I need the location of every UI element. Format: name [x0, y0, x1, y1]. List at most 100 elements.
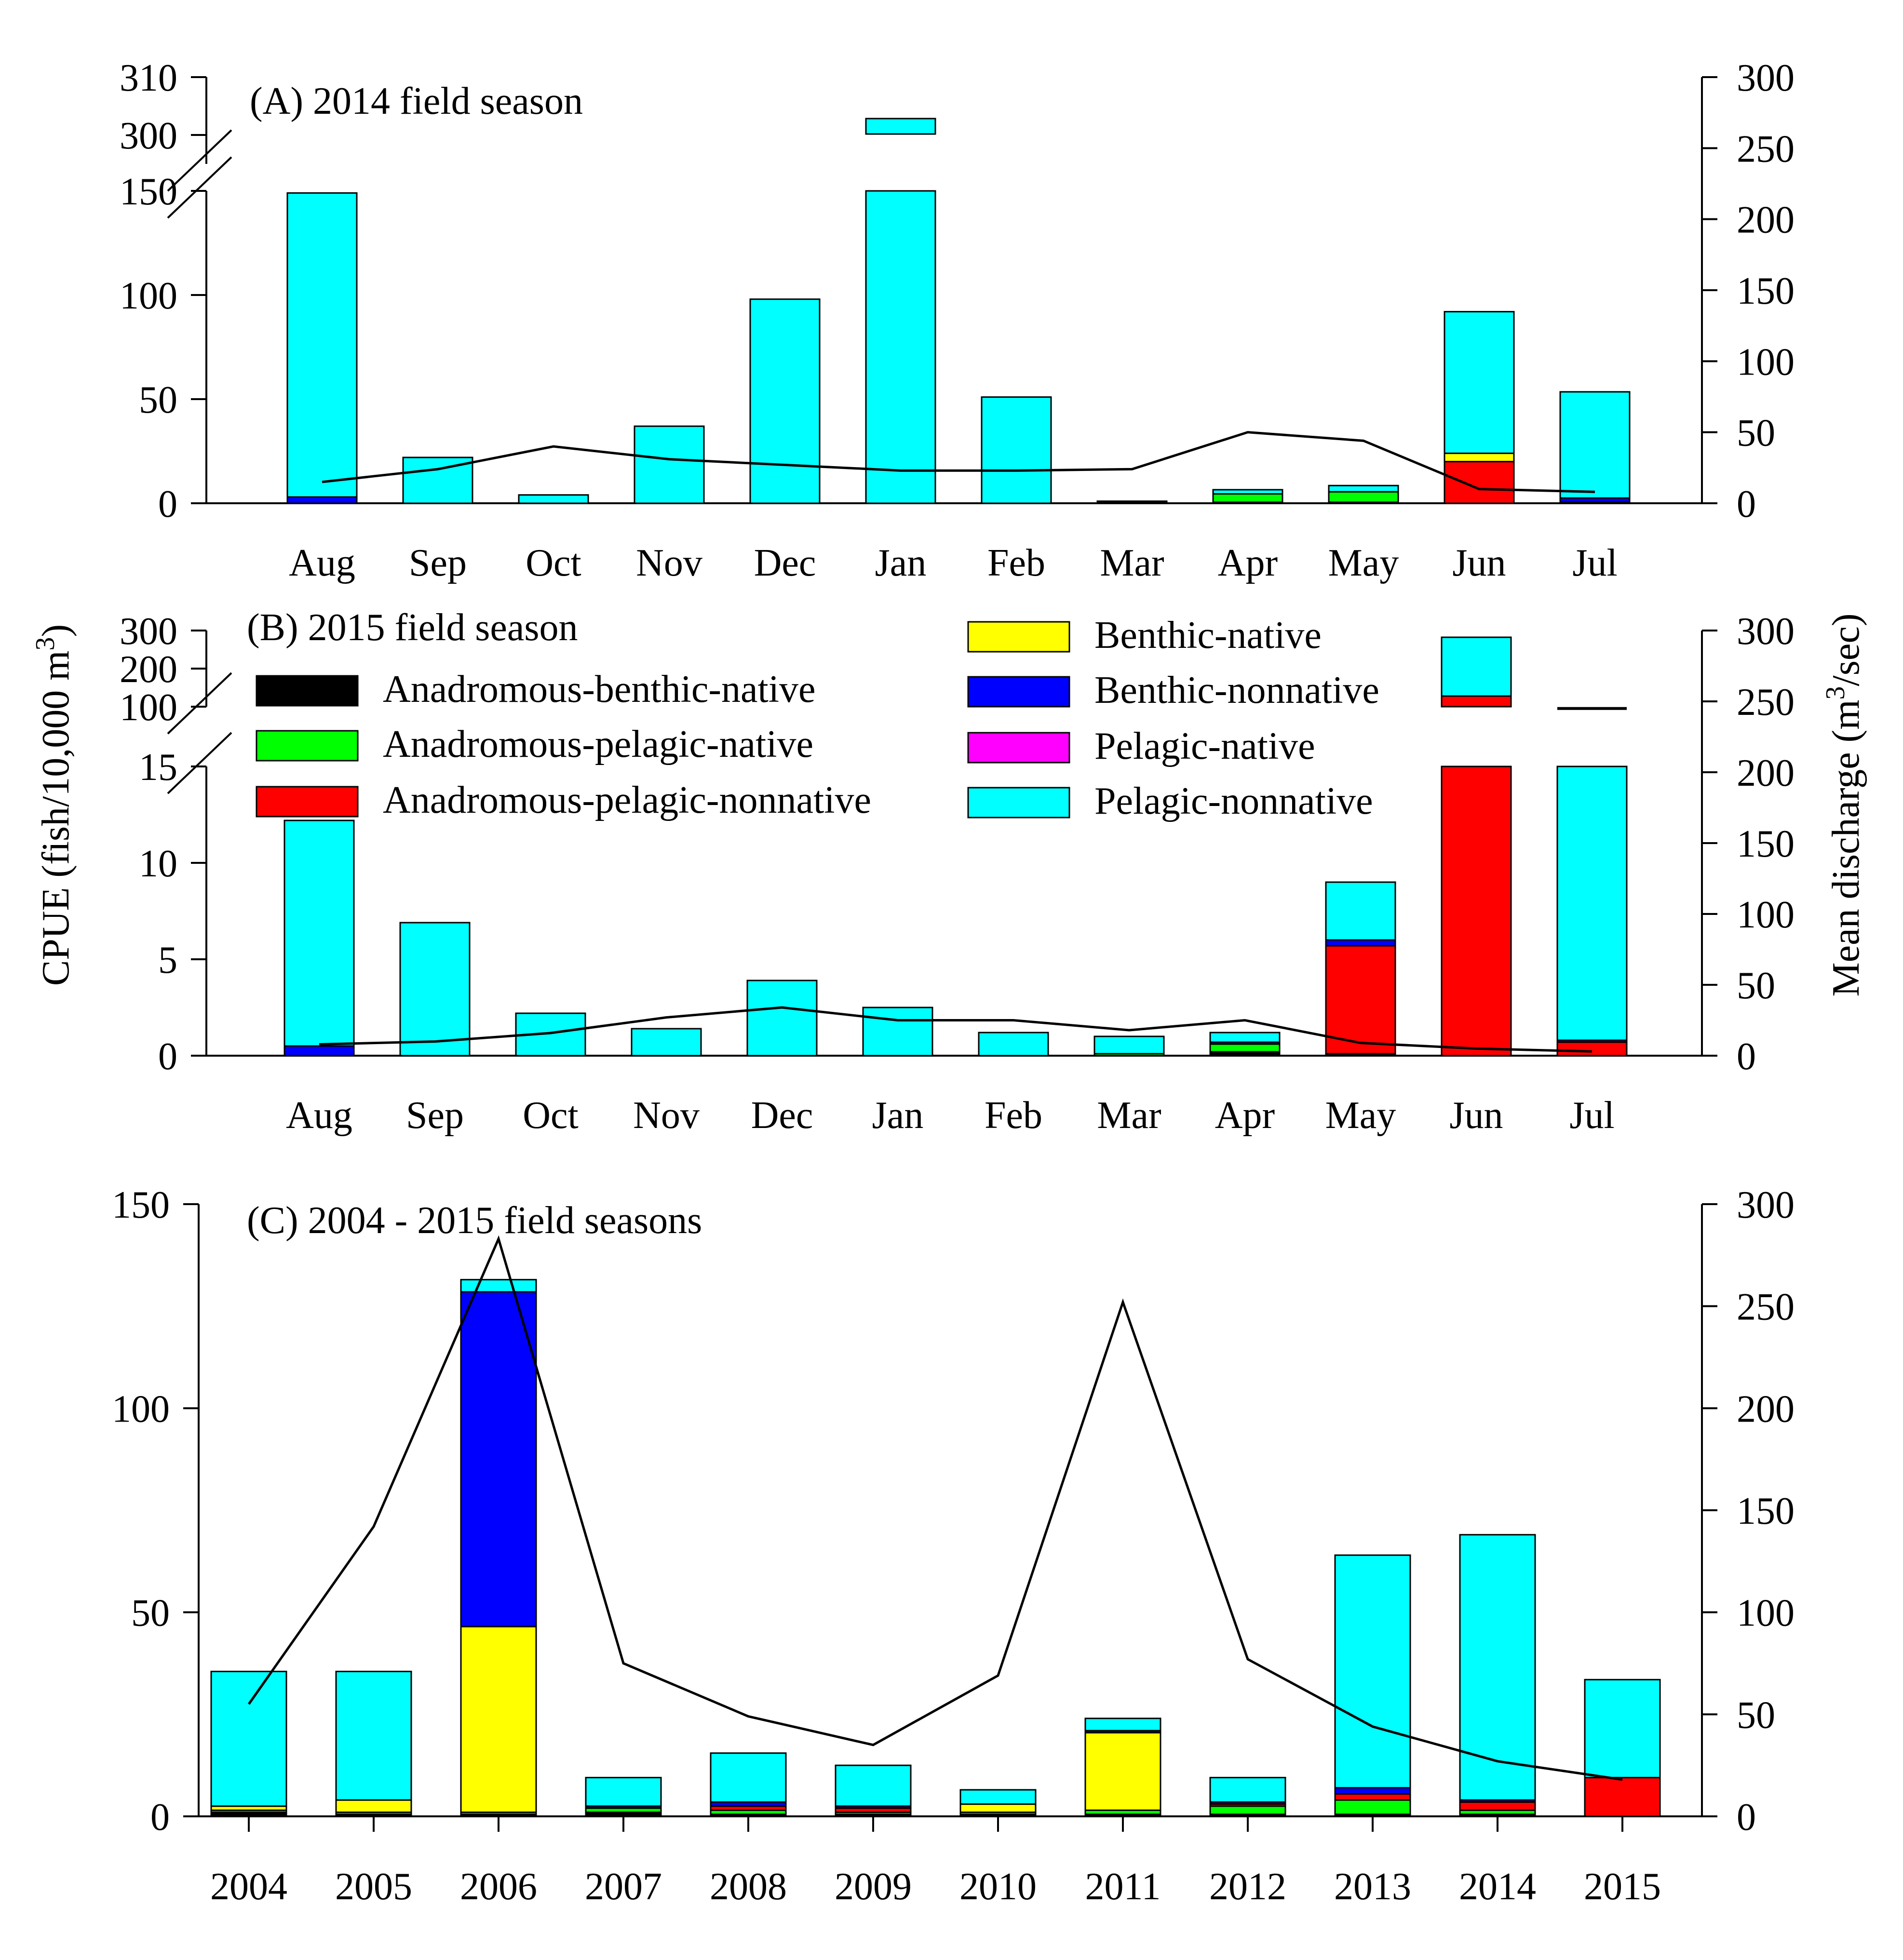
y2-tick-label: 300: [1737, 57, 1795, 99]
bar-segment: [1444, 461, 1515, 504]
bar-segment: [981, 396, 1052, 504]
left-axis-title: CPUE (fish/10,000 m3): [30, 624, 77, 986]
panel-c: (C) 2004 - 2015 field seasons 0 50 100 150 0…: [112, 1184, 1795, 1908]
y2-tick-label: 250: [1737, 128, 1795, 170]
left-axis-title-text: CPUE (fish/10,000 m: [35, 651, 77, 986]
bar-segment: [862, 1007, 933, 1057]
bar-segment: [1444, 311, 1515, 454]
x-tick-label: Oct: [526, 542, 581, 584]
bar-segment: [710, 1752, 787, 1803]
bar-segment: [1325, 881, 1396, 941]
x-tick-label: Aug: [289, 542, 355, 584]
bar-segment: [1209, 1777, 1286, 1803]
bar-segment: [210, 1670, 287, 1807]
bar-segment-overflow: [1441, 695, 1512, 708]
bar-segment: [959, 1789, 1037, 1805]
x-tick-label: Jun: [1449, 1094, 1503, 1137]
bar-segment: [1584, 1678, 1661, 1779]
bar-segment: [1209, 1032, 1281, 1043]
legend-label: Anadromous-benthic-native: [383, 668, 816, 711]
x-tick-label: May: [1328, 542, 1399, 584]
right-axis-title-sup: 3: [1821, 686, 1850, 699]
x-tick-label: Sep: [409, 542, 467, 584]
x-tick-label: Dec: [754, 542, 816, 584]
y2-tick-label: 50: [1737, 412, 1775, 455]
y2-tick-label: 200: [1737, 1388, 1795, 1430]
x-tick-label: Sep: [406, 1094, 464, 1137]
panel-a: (A) 2014 field season 0 50 100 150 300 310 0 50…: [120, 57, 1795, 584]
bar-segment: [399, 922, 471, 1057]
bar-segment: [1325, 945, 1396, 1055]
bar-segment: [1459, 1534, 1536, 1801]
x-tick-label: 2011: [1085, 1866, 1161, 1908]
bar-segment: [286, 192, 358, 498]
bar-segment: [518, 494, 589, 504]
bar-segment: [1084, 1718, 1161, 1732]
y-tick-label: 310: [120, 57, 177, 99]
x-tick-label: 2004: [210, 1866, 287, 1908]
bar-segment: [865, 190, 936, 504]
y2-tick-label: 0: [1737, 1796, 1756, 1839]
y-tick-label: 300: [120, 610, 177, 653]
x-tick-label: Jul: [1572, 542, 1617, 584]
x-tick-label: Nov: [636, 542, 702, 584]
legend: Anadromous-benthic-native Anadromous-pela…: [256, 614, 1379, 822]
legend-label: Pelagic-nonnative: [1094, 780, 1373, 822]
bar-segment-overflow: [1441, 636, 1512, 697]
bar-segment: [1334, 1799, 1411, 1815]
y2-tick-label: 150: [1737, 823, 1795, 865]
legend-swatch: [967, 787, 1070, 819]
bar-segment: [1212, 493, 1283, 503]
x-tick-label: 2015: [1584, 1866, 1661, 1908]
legend-swatch: [256, 675, 359, 707]
bar-segment: [835, 1764, 912, 1807]
y2-tick-label: 150: [1737, 1490, 1795, 1532]
bar-segment: [1556, 1041, 1628, 1057]
y-tick-label: 15: [139, 746, 177, 789]
bar-segment: [460, 1279, 537, 1293]
bar-segment: [1334, 1793, 1411, 1801]
y-tick-label: 100: [112, 1388, 170, 1430]
bar-segment: [283, 1045, 355, 1057]
axis-break-mark: [167, 156, 232, 219]
x-tick-label: Jan: [872, 1094, 924, 1137]
y-tick-label: 100: [120, 686, 177, 729]
bar-segment: [1556, 765, 1628, 1041]
x-tick-label: May: [1325, 1094, 1396, 1137]
legend-swatch: [967, 676, 1070, 708]
right-axis-title-end: /sec): [1825, 613, 1867, 686]
legend-label: Anadromous-pelagic-nonnative: [383, 779, 871, 821]
y-tick-label: 0: [158, 483, 177, 525]
bar-segment: [1096, 500, 1168, 503]
bar-segment: [1209, 1805, 1286, 1815]
right-axis-title-text: Mean discharge (m: [1825, 699, 1867, 996]
legend-label: Anadromous-pelagic-native: [383, 723, 813, 765]
bar-segment: [335, 1799, 412, 1813]
x-tick-label: 2006: [460, 1866, 537, 1908]
legend-label: Pelagic-native: [1094, 725, 1315, 767]
x-tick-label: Jun: [1452, 542, 1506, 584]
y2-tick-label: 150: [1737, 270, 1795, 312]
y-tick-label: 10: [139, 843, 177, 885]
legend-swatch: [256, 730, 359, 762]
y2-tick-label: 100: [1737, 341, 1795, 383]
panel-b: (B) 2015 field season 051015100200300050…: [120, 606, 1795, 1137]
y2-tick-label: 200: [1737, 752, 1795, 794]
y2-tick-label: 250: [1737, 1286, 1795, 1329]
bar-segment: [1093, 1035, 1165, 1055]
bar-segment: [1559, 391, 1631, 499]
bar-segment: [335, 1670, 412, 1801]
x-tick-label: Mar: [1097, 1094, 1161, 1137]
x-tick-label: Oct: [523, 1094, 579, 1137]
bar-segment: [1328, 491, 1399, 503]
bar-segment: [1584, 1777, 1661, 1817]
bar-segment: [631, 1028, 702, 1057]
x-tick-label: 2009: [835, 1866, 912, 1908]
bar-segment: [460, 1625, 537, 1813]
y2-tick-label: 0: [1737, 483, 1756, 525]
x-tick-label: Apr: [1215, 1094, 1275, 1137]
y-tick-label: 50: [139, 379, 177, 421]
bar-segment: [1212, 489, 1283, 495]
x-tick-label: 2012: [1209, 1866, 1286, 1908]
